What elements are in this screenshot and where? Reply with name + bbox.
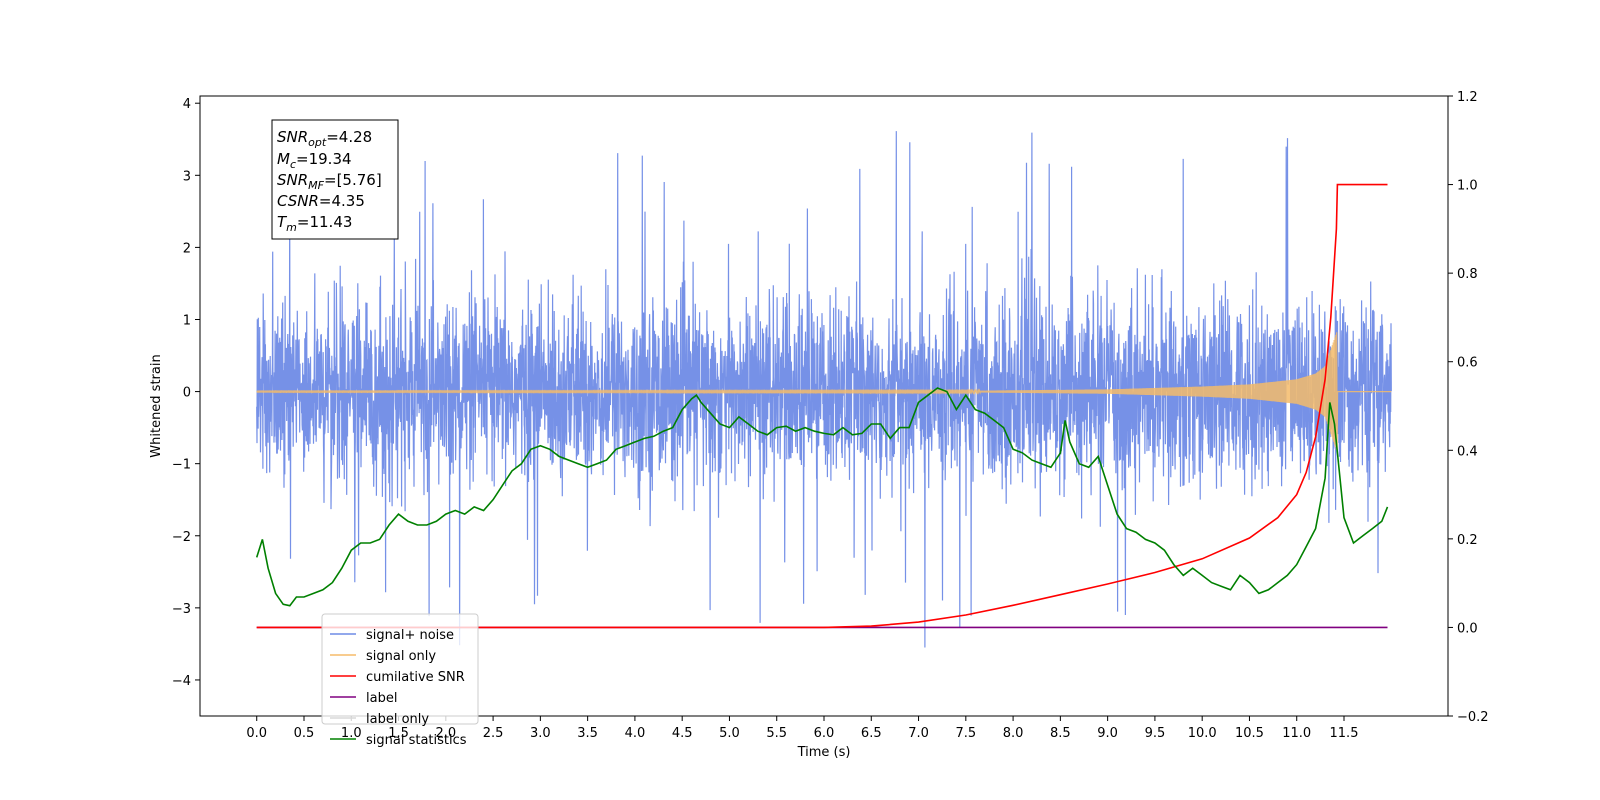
legend-entry: cumilative SNR: [366, 670, 465, 685]
y-tick-label-left: 3: [183, 169, 191, 184]
x-tick-label: 3.0: [530, 726, 551, 741]
x-tick-label: 11.5: [1330, 726, 1359, 741]
y-tick-label-left: 1: [183, 313, 191, 328]
x-tick-label: 0.5: [294, 726, 315, 741]
signal-noise-line: [256, 131, 1392, 648]
y-tick-label-left: −2: [172, 530, 191, 545]
y-tick-label-left: −1: [172, 458, 191, 473]
legend-entry: signal only: [366, 649, 436, 664]
signal-only-series: [256, 332, 1392, 453]
x-tick-label: 7.0: [908, 726, 929, 741]
legend-entry: signal+ noise: [366, 628, 454, 643]
y-axis-left: −4 −3 −2 −1 0 1 2 3 4: [172, 97, 200, 689]
y-tick-label-right: −0.2: [1457, 710, 1489, 725]
y-tick-label-right: 0.8: [1457, 267, 1478, 282]
x-tick-label: 4.5: [672, 726, 693, 741]
x-tick-label: 4.0: [625, 726, 646, 741]
x-tick-label: 9.0: [1097, 726, 1118, 741]
x-tick-label: 7.5: [955, 726, 976, 741]
legend: signal+ noise signal only cumilative SNR la…: [321, 613, 479, 748]
y-tick-label-left: 4: [183, 97, 191, 112]
x-tick-label: 10.5: [1235, 726, 1264, 741]
annotation-snr-opt: SNRopt=4.28: [277, 128, 372, 149]
x-tick-label: 8.5: [1050, 726, 1071, 741]
annotation-box: SNRopt=4.28 Mc=19.34 SNRMF=[5.76] CSNR=4…: [271, 119, 399, 240]
y-tick-label-right: 0.6: [1457, 356, 1478, 371]
y-tick-label-right: 0.0: [1457, 621, 1478, 636]
x-tick-label: 6.5: [861, 726, 882, 741]
signal-only-line: [256, 332, 1392, 453]
x-tick-label: 5.5: [766, 726, 787, 741]
x-tick-label: 2.5: [483, 726, 504, 741]
legend-entry: label: [366, 691, 397, 706]
x-tick-label: 11.0: [1282, 726, 1311, 741]
y-axis-label-left: Whitened strain: [149, 354, 164, 457]
y-tick-label-left: −4: [172, 674, 191, 689]
x-tick-label: 2.0: [435, 726, 456, 741]
x-tick-label: 8.0: [1003, 726, 1024, 741]
y-tick-label-left: 2: [183, 241, 191, 256]
x-tick-label: 6.0: [814, 726, 835, 741]
legend-frame: [321, 613, 479, 725]
y-tick-label-left: −3: [172, 602, 191, 617]
annotation-csnr: CSNR=4.35: [277, 192, 365, 210]
x-tick-label: 9.5: [1145, 726, 1166, 741]
legend-entry: signal statistics: [366, 733, 467, 748]
y-tick-label-left: 0: [183, 386, 191, 401]
x-tick-label: 1.0: [341, 726, 362, 741]
legend-entry: label only: [366, 712, 429, 727]
annotation-tm: Tm=11.43: [277, 213, 352, 234]
x-tick-label: 10.0: [1188, 726, 1217, 741]
signal-noise-series: [256, 131, 1392, 648]
y-tick-label-right: 0.4: [1457, 444, 1478, 459]
annotation-snr-mf: SNRMF=[5.76]: [277, 171, 382, 192]
x-tick-label: 5.0: [719, 726, 740, 741]
y-tick-label-right: 0.2: [1457, 533, 1478, 548]
x-axis: 0.0 0.5 1.0 1.5 2.0 2.5 3.0 3.5 4.0 4.5 5.0 5.5 6.0 6…: [246, 716, 1358, 741]
signal-statistics-line: [255, 387, 1389, 607]
cumulative-snr-line: [256, 183, 1388, 629]
annotation-frame: [271, 119, 399, 240]
x-axis-label: Time (s): [797, 745, 851, 760]
annotation-mc: Mc=19.34: [277, 150, 352, 171]
y-tick-label-right: 1.0: [1457, 179, 1478, 194]
y-axis-right: −0.2 0.0 0.2 0.4 0.6 0.8 1.0 1.2: [1448, 90, 1489, 725]
x-tick-label: 3.5: [577, 726, 598, 741]
x-tick-label: 1.5: [388, 726, 409, 741]
y-tick-label-right: 1.2: [1457, 90, 1478, 105]
x-tick-label: 0.0: [246, 726, 267, 741]
